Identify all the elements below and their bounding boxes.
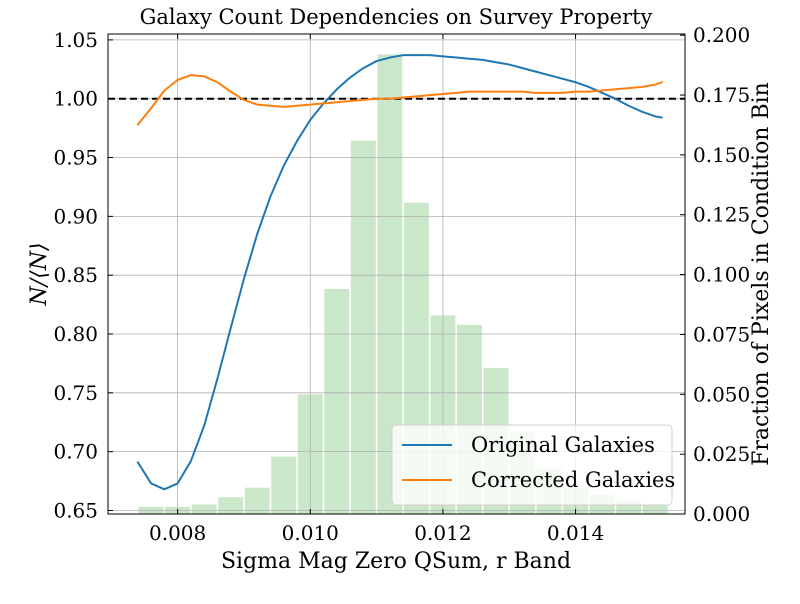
y2-tick-label: 0.200	[693, 23, 750, 47]
y-tick-label: 1.00	[53, 87, 98, 111]
x-tick-label: 0.012	[414, 521, 471, 545]
y2-tick-label: 0.175	[693, 83, 750, 107]
histogram-bar	[271, 456, 297, 514]
y2-tick-label: 0.125	[693, 203, 750, 227]
x-tick-label: 0.008	[149, 521, 206, 545]
y2-tick-label: 0.150	[693, 143, 750, 167]
y-tick-label: 0.85	[53, 263, 98, 287]
x-axis-label: Sigma Mag Zero QSum, r Band	[221, 549, 571, 574]
y2-tick-label: 0.000	[693, 502, 750, 526]
y-tick-label: 0.80	[53, 322, 98, 346]
y2-axis-label: Fraction of Pixels in Condition Bin	[749, 82, 774, 466]
y-tick-label: 0.90	[53, 204, 98, 228]
histogram-bar	[350, 140, 376, 514]
y-axis-label-text: N/⟨N⟩	[27, 242, 52, 306]
x-tick-label: 0.014	[547, 521, 604, 545]
axes-layer: 0.008 0.010 0.012 0.014 0.65 0.70 0.75 0.80 0.85…	[53, 23, 750, 545]
x-tick-label: 0.010	[282, 521, 339, 545]
histogram-bar	[244, 487, 270, 514]
y2-tick-label: 0.050	[693, 382, 750, 406]
y2-tick-label: 0.075	[693, 322, 750, 346]
histogram-bar	[191, 504, 217, 514]
legend-box	[391, 424, 673, 506]
y2-tick-label: 0.100	[693, 263, 750, 287]
y-tick-label: 0.95	[53, 146, 98, 170]
histogram-bar	[218, 497, 244, 514]
y-tick-label: 1.05	[53, 28, 98, 52]
y-tick-label: 0.75	[53, 381, 98, 405]
legend-label: Corrected Galaxies	[471, 468, 675, 492]
legend-label: Original Galaxies	[471, 433, 655, 457]
series-layer	[136, 54, 663, 491]
y-tick-label: 0.70	[53, 440, 98, 464]
histogram-bar	[642, 504, 668, 514]
histogram-bar	[324, 288, 350, 514]
legend: Original Galaxies Corrected Galaxies	[391, 424, 675, 506]
plot-frame	[107, 33, 686, 515]
y-axis-label: N/⟨N⟩	[27, 242, 52, 306]
y-tick-label: 0.65	[53, 498, 98, 522]
series-line-original-galaxies	[136, 54, 663, 491]
y2-tick-label: 0.025	[693, 442, 750, 466]
chart-title: Galaxy Count Dependencies on Survey Prop…	[140, 5, 653, 29]
series-line-corrected-galaxies	[136, 74, 663, 126]
